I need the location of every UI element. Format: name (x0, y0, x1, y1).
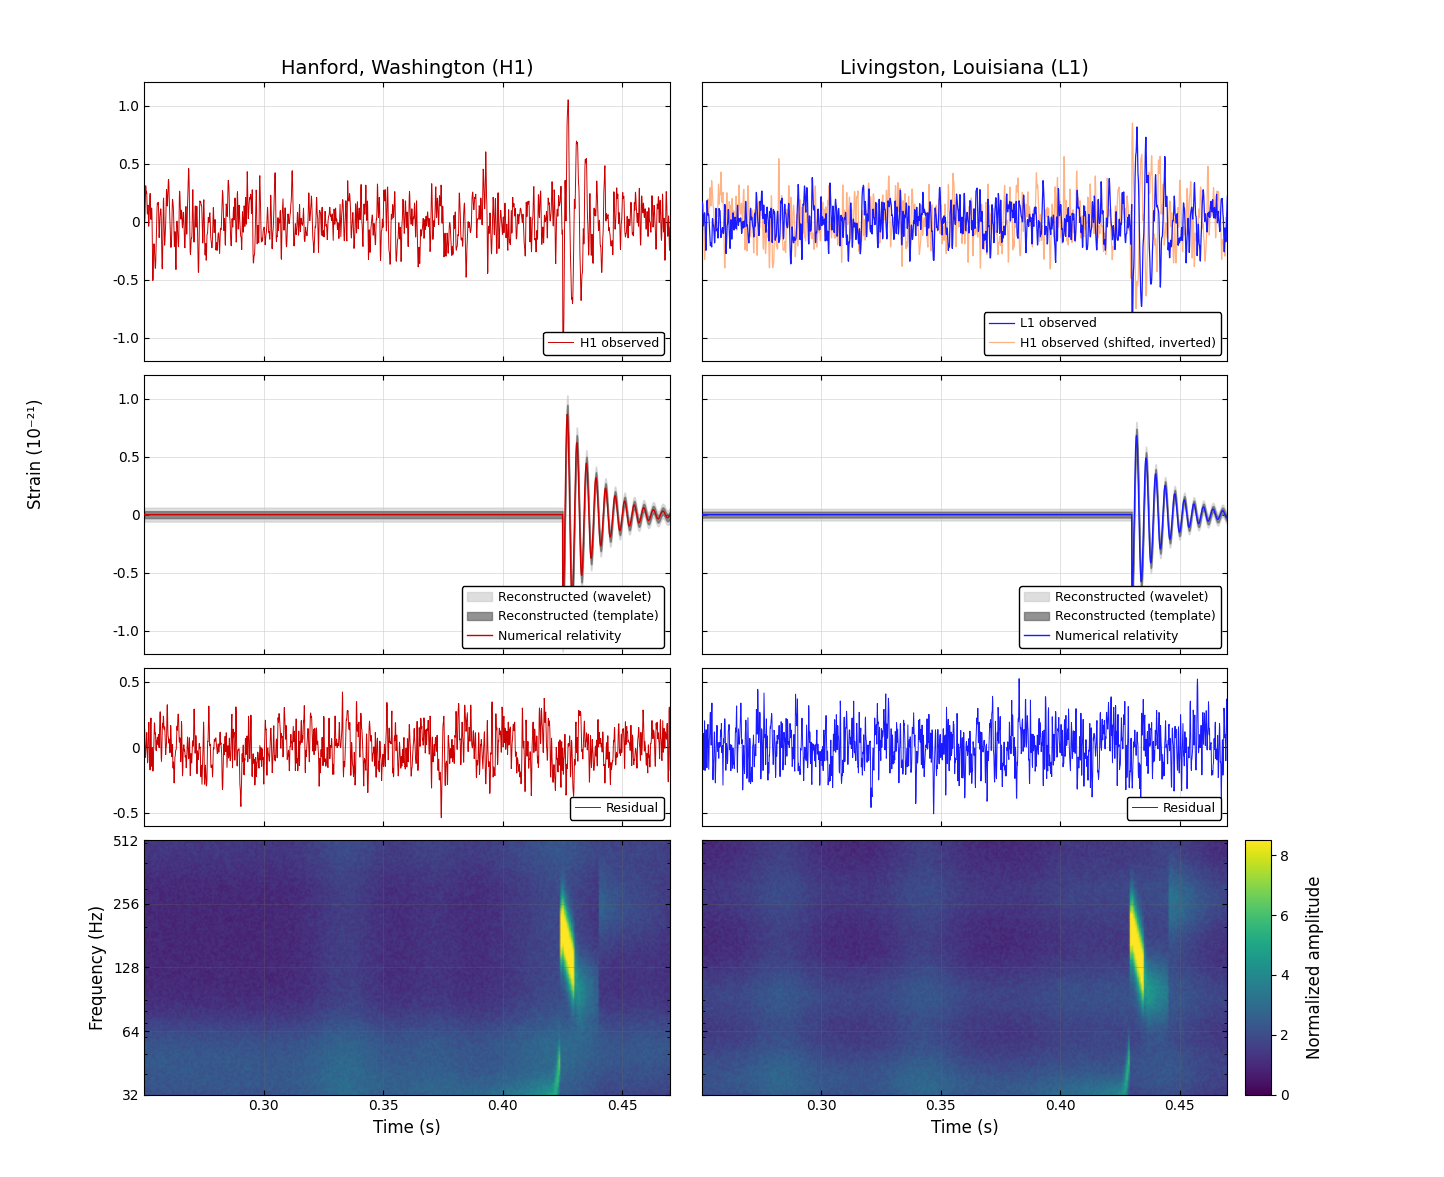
Numerical relativity (559, 407, 576, 421)
X-axis label: Time (s): Time (s) (931, 1119, 998, 1137)
Residual (693, 739, 710, 753)
Residual (647, 759, 664, 773)
L1 observed (1204, 194, 1222, 208)
Residual (1204, 764, 1222, 778)
H1 observed (shifted, inverted) (949, 198, 966, 212)
Residual (934, 734, 952, 749)
Residual (1204, 767, 1222, 782)
Residual (550, 734, 567, 749)
H1 observed (shifted, inverted) (1123, 117, 1141, 131)
Legend: L1 observed, H1 observed (shifted, inverted): L1 observed, H1 observed (shifted, inver… (983, 312, 1222, 354)
L1 observed (1128, 120, 1145, 134)
H1 observed (shifted, inverted) (934, 219, 952, 233)
Legend: Residual: Residual (1126, 797, 1222, 819)
H1 observed (391, 225, 409, 239)
Numerical relativity (1123, 600, 1141, 614)
Line: Residual: Residual (702, 679, 1227, 813)
Numerical relativity (1204, 503, 1222, 517)
X-axis label: Time (s): Time (s) (374, 1119, 440, 1137)
Numerical relativity (1128, 428, 1145, 443)
Residual (647, 759, 664, 773)
L1 observed (1204, 193, 1222, 207)
Residual (391, 751, 409, 765)
Numerical relativity (647, 506, 664, 520)
Residual (661, 764, 679, 778)
H1 observed (shifted, inverted) (1204, 206, 1222, 220)
Residual (163, 732, 180, 746)
Numerical relativity (1219, 511, 1236, 525)
Numerical relativity (136, 507, 153, 521)
H1 observed (647, 225, 664, 239)
Line: H1 observed: H1 observed (144, 100, 670, 337)
Legend: Reconstructed (wavelet), Reconstructed (template), Numerical relativity: Reconstructed (wavelet), Reconstructed (… (1019, 586, 1222, 647)
H1 observed (shifted, inverted) (719, 214, 736, 228)
H1 observed (661, 220, 679, 234)
L1 observed (719, 202, 736, 217)
Title: Hanford, Washington (H1): Hanford, Washington (H1) (282, 59, 534, 78)
Residual (719, 723, 736, 737)
Text: Strain (10⁻²¹): Strain (10⁻²¹) (27, 399, 45, 510)
H1 observed (377, 217, 394, 231)
Legend: Reconstructed (wavelet), Reconstructed (template), Numerical relativity: Reconstructed (wavelet), Reconstructed (… (462, 586, 664, 647)
Residual (926, 806, 943, 820)
Residual (378, 723, 396, 737)
Legend: Residual: Residual (569, 797, 664, 819)
Legend: H1 observed: H1 observed (543, 332, 664, 354)
H1 observed (shifted, inverted) (1204, 204, 1222, 218)
L1 observed (1123, 319, 1141, 333)
H1 observed (shifted, inverted) (1108, 199, 1125, 213)
Line: H1 observed (shifted, inverted): H1 observed (shifted, inverted) (702, 124, 1227, 308)
Numerical relativity (949, 507, 966, 521)
Line: Numerical relativity: Numerical relativity (702, 435, 1227, 607)
L1 observed (934, 217, 952, 231)
H1 observed (647, 218, 664, 232)
Residual (949, 752, 966, 766)
Numerical relativity (391, 507, 409, 521)
H1 observed (136, 215, 153, 230)
H1 observed (554, 330, 572, 344)
H1 observed (559, 93, 576, 107)
Numerical relativity (1108, 507, 1125, 521)
H1 observed (550, 195, 567, 210)
Numerical relativity (1204, 503, 1222, 517)
Numerical relativity (550, 507, 567, 521)
Y-axis label: Normalized amplitude: Normalized amplitude (1305, 876, 1324, 1059)
Numerical relativity (693, 507, 710, 521)
Numerical relativity (163, 507, 180, 521)
Numerical relativity (661, 507, 679, 521)
Residual (334, 685, 351, 699)
Y-axis label: Frequency (Hz): Frequency (Hz) (90, 905, 107, 1030)
Numerical relativity (934, 507, 952, 521)
L1 observed (693, 201, 710, 215)
Numerical relativity (377, 507, 394, 521)
Title: Livingston, Louisiana (L1): Livingston, Louisiana (L1) (840, 59, 1089, 78)
Numerical relativity (719, 507, 736, 521)
Residual (136, 722, 153, 736)
Numerical relativity (647, 506, 664, 520)
Residual (1011, 672, 1028, 686)
H1 observed (163, 239, 180, 253)
H1 observed (shifted, inverted) (693, 244, 710, 258)
L1 observed (1108, 219, 1125, 233)
H1 observed (shifted, inverted) (1128, 301, 1145, 315)
Line: Residual: Residual (144, 692, 670, 818)
Residual (433, 811, 451, 825)
Numerical relativity (554, 624, 572, 638)
Residual (1108, 738, 1125, 752)
Residual (1219, 738, 1236, 752)
L1 observed (949, 194, 966, 208)
Line: L1 observed: L1 observed (702, 127, 1227, 326)
L1 observed (1219, 189, 1236, 204)
Line: Numerical relativity: Numerical relativity (144, 414, 670, 631)
H1 observed (shifted, inverted) (1219, 213, 1236, 227)
